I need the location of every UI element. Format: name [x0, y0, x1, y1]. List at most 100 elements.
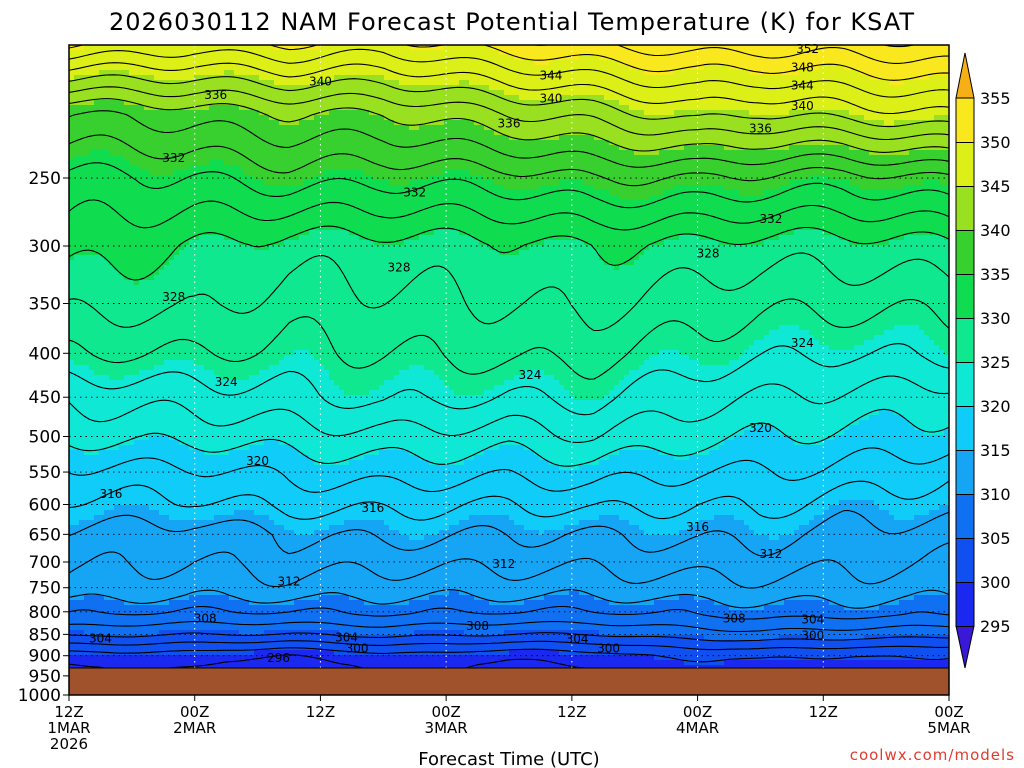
colorbar-swatch: [955, 273, 975, 319]
band-cell: [749, 110, 790, 116]
band-cell: [674, 70, 750, 76]
band-cell: [209, 160, 225, 166]
band-cell: [624, 375, 949, 381]
band-cell: [69, 400, 949, 406]
band-cell: [69, 445, 120, 451]
ground-fill: [69, 668, 949, 695]
contour-label-text: 344: [539, 69, 562, 83]
band-cell: [864, 340, 935, 346]
band-cell: [459, 80, 470, 86]
band-cell: [69, 265, 115, 271]
band-cell: [609, 140, 949, 146]
band-cell: [69, 230, 310, 236]
band-cell: [814, 515, 895, 521]
band-cell: [829, 505, 880, 511]
contour-label-text: 320: [246, 454, 269, 468]
band-cell: [69, 620, 949, 626]
contour-line-318: [69, 447, 949, 493]
band-cell: [69, 325, 780, 331]
band-cell: [314, 355, 650, 361]
band-cell: [699, 235, 780, 241]
band-cell: [329, 110, 370, 116]
colorbar-tick-label: 320: [980, 397, 1011, 416]
band-cell: [714, 515, 735, 521]
band-cell: [104, 255, 175, 261]
band-cell: [754, 340, 820, 346]
band-cell: [799, 525, 949, 531]
band-cell: [69, 360, 75, 366]
band-cell: [84, 450, 100, 456]
band-cell: [384, 115, 865, 121]
contour-line-308: [69, 605, 949, 620]
band-cell: [694, 595, 915, 601]
band-cell: [69, 340, 755, 346]
band-cell: [619, 145, 685, 151]
band-cell: [874, 500, 949, 506]
band-cell: [724, 660, 949, 666]
contour-label: 316: [361, 501, 384, 515]
contour-line-332: [69, 199, 949, 231]
band-cell: [619, 195, 650, 201]
band-cell: [359, 235, 420, 241]
contour-line-310: [69, 589, 949, 609]
band-cell: [69, 480, 949, 486]
band-cell: [274, 45, 320, 51]
band-cell: [779, 235, 840, 241]
band-cell: [69, 650, 255, 656]
band-cell: [629, 65, 705, 71]
plot-frame: [68, 44, 950, 696]
band-cell: [909, 420, 949, 426]
colorbar-swatch: [955, 537, 975, 583]
colorbar-tick-label: 355: [980, 89, 1011, 108]
band-cell: [639, 255, 949, 261]
y-tick-label: 600: [29, 495, 61, 515]
band-cell: [69, 575, 949, 581]
band-cell: [109, 150, 635, 156]
band-cell: [924, 180, 940, 186]
band-cell: [809, 520, 949, 526]
band-cell: [579, 520, 630, 526]
band-cell: [924, 430, 945, 436]
contour-label-text: 308: [194, 611, 217, 625]
band-cell: [724, 440, 795, 446]
band-cell: [204, 365, 270, 371]
band-cell: [334, 650, 510, 656]
band-cell: [324, 170, 365, 176]
band-cell: [419, 455, 475, 461]
y-tick-label: 650: [29, 525, 61, 545]
band-cell: [729, 65, 820, 71]
x-tick-label: 1MAR: [47, 719, 90, 737]
contour-label: 324: [215, 375, 238, 389]
band-cell: [69, 315, 949, 321]
contour-label-text: 324: [215, 375, 238, 389]
band-cell: [509, 515, 600, 521]
band-cell: [319, 45, 410, 51]
band-cell: [449, 385, 495, 391]
band-cell: [929, 510, 949, 516]
band-cell: [69, 85, 490, 91]
band-cell: [904, 80, 949, 86]
band-cell: [69, 190, 610, 196]
colorbar-tick-label: 315: [980, 441, 1011, 460]
contour-label-text: 348: [791, 61, 814, 75]
band-cell: [164, 265, 615, 271]
contour-line-322: [69, 375, 949, 443]
band-cell: [69, 120, 280, 126]
band-cell: [839, 235, 905, 241]
band-cell: [69, 495, 949, 501]
contour-label: 332: [162, 151, 185, 165]
band-cell: [69, 490, 949, 496]
contour-label: 308: [723, 612, 746, 626]
band-cell: [814, 635, 865, 641]
band-cell: [399, 80, 460, 86]
band-cell: [234, 510, 255, 516]
band-cell: [214, 370, 260, 376]
x-tick-label: 3MAR: [425, 719, 468, 737]
band-cell: [164, 360, 195, 366]
colorbar-swatch: [955, 581, 975, 627]
band-cell: [594, 135, 949, 141]
contour-line-326: [69, 298, 949, 380]
band-cell: [69, 235, 200, 241]
band-cell: [504, 380, 560, 386]
band-cell: [919, 325, 949, 331]
